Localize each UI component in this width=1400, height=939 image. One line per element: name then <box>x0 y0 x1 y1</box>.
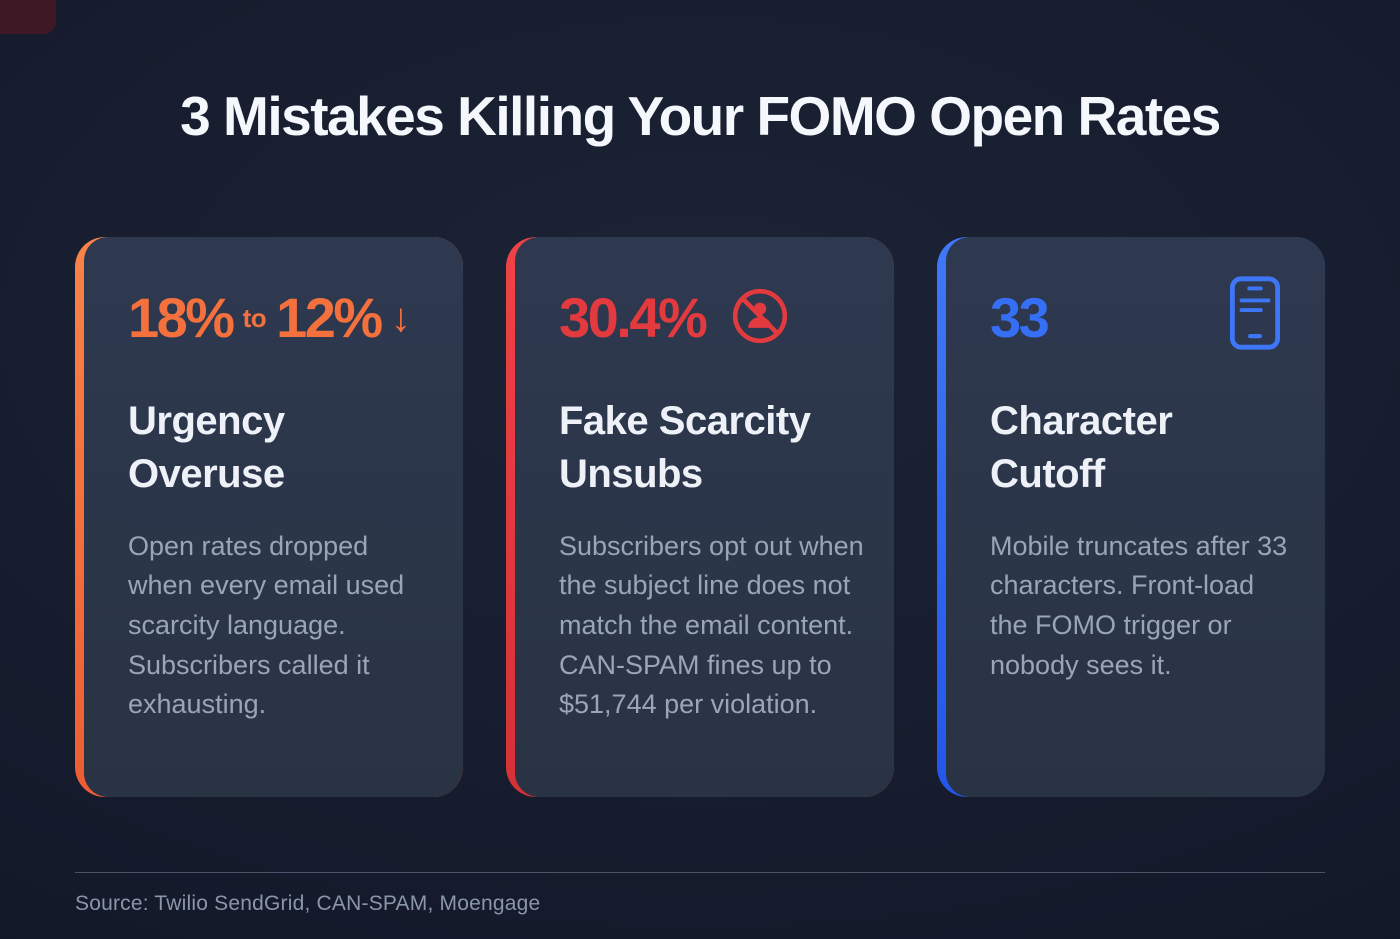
card-heading: Fake Scarcity Unsubs <box>559 399 811 496</box>
stat-value-before: 18% <box>128 286 235 349</box>
stat-value: 33 <box>990 286 1050 349</box>
card-urgency-overuse: 18% to 12% ↓ Urgency Overuse Open rates … <box>75 237 463 797</box>
card-urgency-overuse-content: 18% to 12% ↓ Urgency Overuse Open rates … <box>84 237 463 797</box>
card-character-cutoff: 33 Character Cutoff Mobile truncates aft… <box>937 237 1325 797</box>
stat-unsub-rate: 30.4% <box>559 287 864 349</box>
stat-value: 30.4% <box>559 286 708 349</box>
card-character-cutoff-content: 33 Character Cutoff Mobile truncates aft… <box>946 237 1325 797</box>
source-attribution: Source: Twilio SendGrid, CAN-SPAM, Moeng… <box>75 892 541 915</box>
cards-row: 18% to 12% ↓ Urgency Overuse Open rates … <box>75 237 1325 797</box>
page-title: 3 Mistakes Killing Your FOMO Open Rates <box>180 85 1221 147</box>
smartphone-icon <box>1229 275 1281 356</box>
card-body-text: Subscribers opt out when the subject lin… <box>559 530 864 720</box>
stat-urgency: 18% to 12% ↓ <box>128 287 433 349</box>
corner-accent-shape <box>0 0 56 34</box>
stat-connector: to <box>242 303 267 333</box>
card-body-text: Mobile truncates after 33 characters. Fr… <box>990 530 1288 680</box>
blocked-user-icon <box>729 285 791 351</box>
stat-character-limit: 33 <box>990 287 1295 349</box>
footer-divider <box>75 872 1325 873</box>
card-heading: Urgency Overuse <box>128 399 285 496</box>
down-arrow-icon: ↓ <box>390 296 411 340</box>
card-fake-scarcity-content: 30.4% Fake Scarcity Unsubs Subscribers o… <box>515 237 894 797</box>
card-fake-scarcity: 30.4% Fake Scarcity Unsubs Subscribers o… <box>506 237 894 797</box>
card-heading: Character Cutoff <box>990 399 1173 496</box>
stat-value-after: 12% <box>276 286 383 349</box>
card-body-text: Open rates dropped when every email used… <box>128 530 405 720</box>
